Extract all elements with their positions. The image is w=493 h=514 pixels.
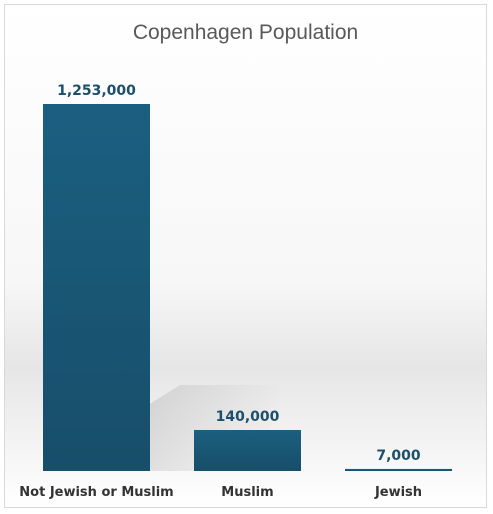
bar-muslim [194, 429, 301, 471]
data-label: 7,000 [376, 448, 421, 464]
bar-not-jewish-or-muslim [43, 104, 150, 471]
x-tick-label: Not Jewish or Muslim [19, 485, 173, 500]
bar-jewish [345, 468, 452, 471]
data-label: 140,000 [216, 409, 280, 425]
x-tick-label: Jewish [374, 485, 422, 500]
chart-area: Copenhagen Population 1,253,000 140,000 7,… [4, 4, 487, 508]
chart-title: Copenhagen Population [132, 21, 359, 44]
x-tick-label: Muslim [221, 485, 273, 500]
data-label: 1,253,000 [57, 83, 136, 99]
bar-chart-plot: 1,253,000 140,000 7,000 Not Jewish or Musl… [19, 83, 452, 500]
